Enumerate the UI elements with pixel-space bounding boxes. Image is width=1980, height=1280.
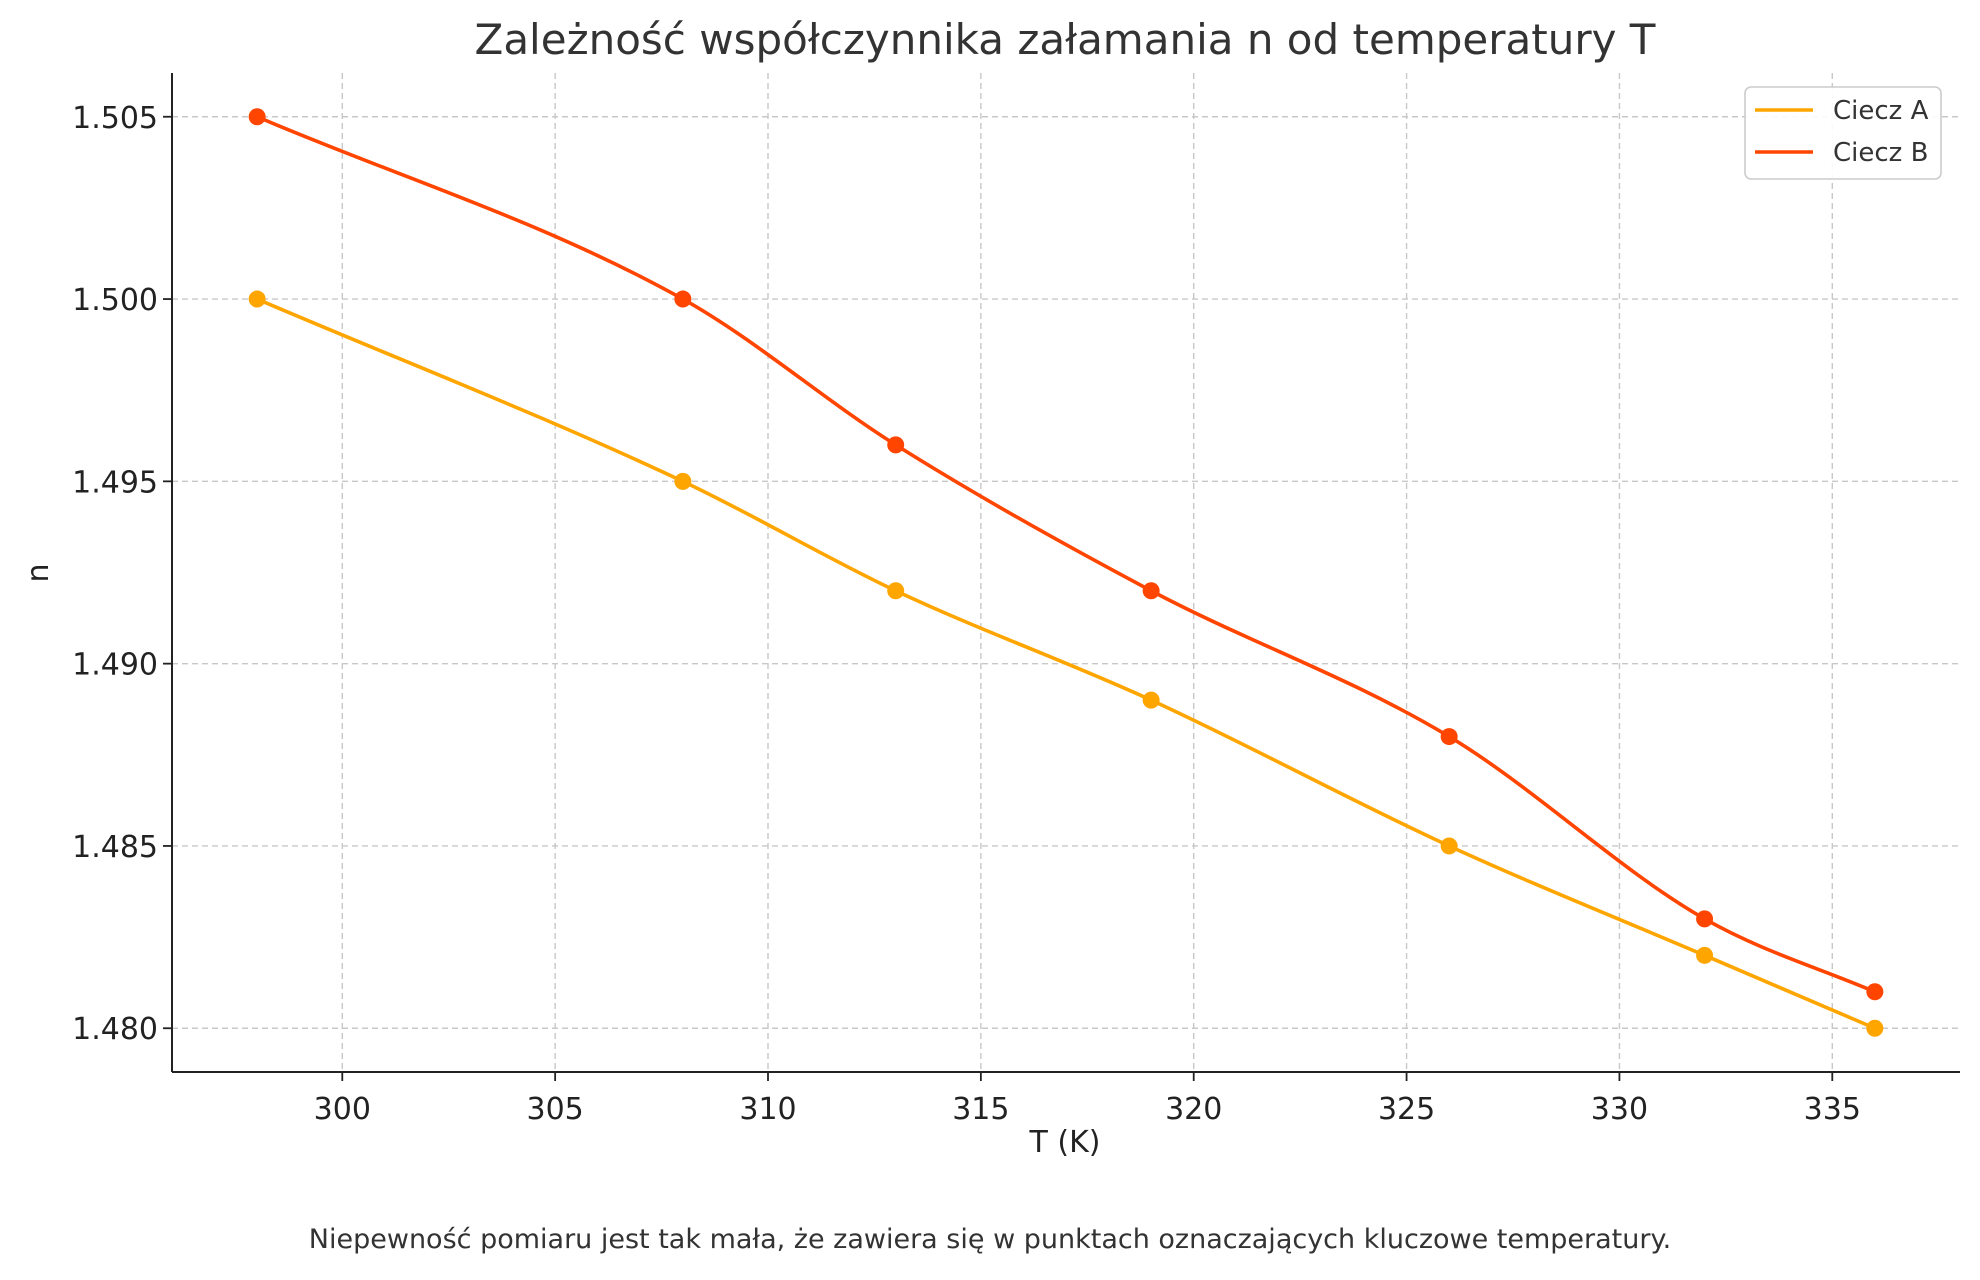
series-0-point [1866,1019,1884,1037]
series-layer [248,108,1884,1037]
y-axis-label: n [21,563,56,582]
series-1-point [1696,910,1714,928]
grid [172,73,1960,1072]
series-0-line [255,297,1877,1031]
series-1-point [248,108,266,126]
x-tick-label: 305 [527,1092,584,1127]
series-1-point [1440,728,1458,746]
legend-label: Ciecz B [1833,138,1928,168]
x-tick-label: 325 [1378,1092,1435,1127]
series-1-point [887,436,905,454]
y-tick-label: 1.485 [72,830,158,865]
x-tick-label: 330 [1591,1092,1648,1127]
axes: 300 305 310 315 320 325 330 335 1.480 1.485 1.490 1… [72,73,1960,1127]
x-tick-label: 300 [314,1092,371,1127]
series-0-point [1696,946,1714,964]
x-axis-label: T (K) [1029,1125,1101,1160]
y-tick-label: 1.500 [72,283,158,318]
x-tick-label: 335 [1804,1092,1861,1127]
series-0-point [674,472,692,490]
series-0-point [1440,837,1458,855]
x-tick-label: 320 [1165,1092,1222,1127]
series-0-point [887,582,905,600]
y-tick-label: 1.490 [72,648,158,683]
series-0-point [1142,691,1160,709]
legend: Ciecz A Ciecz B [1744,86,1942,180]
series-1-point [1866,983,1884,1001]
series-1-point [1142,582,1160,600]
y-tick-label: 1.505 [72,101,158,136]
legend-label: Ciecz A [1833,96,1929,126]
y-tick-label: 1.495 [72,465,158,500]
chart-title: Zależność współczynnika załamania n od t… [475,15,1656,64]
x-tick-label: 315 [952,1092,1009,1127]
footnote: Niepewność pomiaru jest tak mała, że zaw… [309,1224,1671,1255]
y-tick-label: 1.480 [72,1012,158,1047]
x-tick-label: 310 [739,1092,796,1127]
series-0-point [248,290,266,308]
series-1-point [674,290,692,308]
series-1-line [255,114,1877,994]
